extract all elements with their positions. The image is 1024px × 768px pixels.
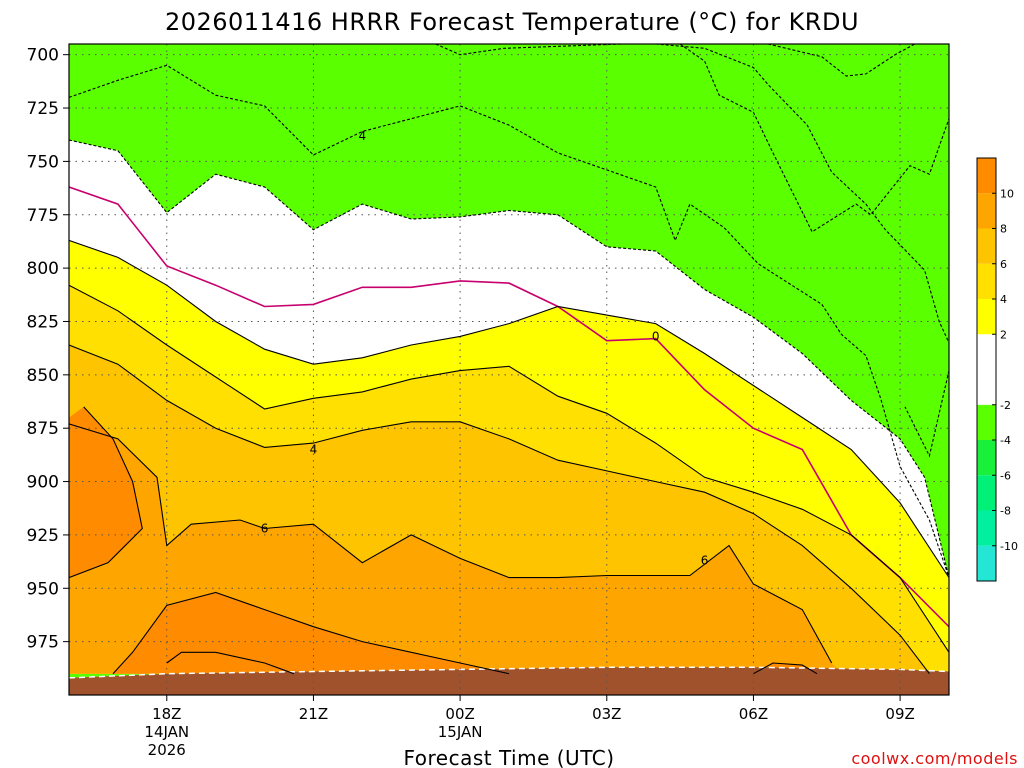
grid-lines [69, 44, 949, 695]
ground-layer [68, 666, 950, 695]
colorbar-label--8: -8 [1000, 505, 1011, 518]
x-tick-sublabel2-18Z: 2026 [148, 741, 186, 759]
colorbar-label-8: 8 [1000, 223, 1007, 236]
colorbar-swatch--10 [977, 510, 996, 546]
y-tick-label-750: 750 [27, 152, 59, 172]
contour-label-0: 4 [359, 129, 367, 143]
y-tick-label-725: 725 [27, 99, 59, 119]
temperature-colorbar: 10 8 6 4 2 -2 -4 -6 -8 -10 [976, 157, 1018, 582]
contour-label-4: 6 [701, 554, 709, 568]
isotherm-8 [69, 423, 833, 664]
source-credit: coolwx.com/models [851, 749, 1018, 768]
y-tick-label-950: 950 [27, 579, 59, 599]
colorbar-label--6: -6 [1000, 469, 1011, 482]
x-tick-sublabel-00Z: 15JAN [438, 723, 483, 741]
region-10b [113, 592, 509, 674]
colorbar-label--4: -4 [1000, 434, 1011, 447]
colorbar-swatch-4 [977, 263, 996, 299]
x-tick-label-00Z: 00Z [445, 705, 474, 723]
colorbar-swatch--4 [977, 404, 996, 440]
isotherm-10b [112, 591, 510, 675]
y-tick-label-700: 700 [27, 46, 59, 66]
x-tick-label-03Z: 03Z [592, 705, 621, 723]
y-tick-label-900: 900 [27, 473, 59, 493]
y-tick-label-850: 850 [27, 366, 59, 386]
contour-label-2: 4 [310, 443, 318, 457]
isotherm-10 [69, 406, 143, 579]
colorbar-swatch-6 [977, 228, 996, 264]
pressure-axis: 700 725 750 775 800 825 850 875 900 925 950 975 [27, 46, 69, 653]
isotherm--6b [904, 370, 949, 458]
colorbar-frame [976, 157, 997, 582]
x-tick-label-06Z: 06Z [739, 705, 768, 723]
colorbar-swatch--6 [977, 440, 996, 476]
isotherm-12b [753, 662, 818, 675]
isotherm-6 [69, 344, 930, 675]
x-tick-label-21Z: 21Z [299, 705, 328, 723]
isotherm-4 [69, 284, 949, 653]
colorbar-label-10: 10 [1000, 187, 1014, 200]
colorbar-swatch--2 [977, 334, 996, 405]
x-axis-label: Forecast Time (UTC) [403, 746, 614, 768]
isotherm--4 [69, 64, 949, 578]
colorbar-label-6: 6 [1000, 258, 1007, 271]
contour-label-1: 0 [652, 329, 660, 343]
y-tick-label-925: 925 [27, 526, 59, 546]
colorbar-swatch-2 [977, 299, 996, 335]
y-tick-label-825: 825 [27, 312, 59, 332]
isotherm--2 [69, 139, 949, 578]
ground-fill [69, 667, 949, 695]
colorbar-swatch--8 [977, 475, 996, 511]
x-tick-label-09Z: 09Z [885, 705, 914, 723]
contour-labels: 4 0 4 6 6 [261, 129, 709, 568]
colorbar-swatch--12 [977, 545, 996, 581]
temperature-fill-regions [69, 44, 949, 695]
y-tick-label-975: 975 [27, 633, 59, 653]
isotherm--10 [767, 44, 916, 77]
colorbar-swatch-8 [977, 193, 996, 229]
isotherm-2 [69, 239, 949, 578]
region-10 [69, 406, 143, 578]
y-tick-label-800: 800 [27, 259, 59, 279]
isotherm--8b [655, 44, 949, 344]
plot-area: 4 0 4 6 6 [68, 43, 950, 696]
isotherm-12 [166, 651, 295, 675]
colorbar-label-2: 2 [1000, 328, 1007, 341]
y-tick-label-775: 775 [27, 206, 59, 226]
region--4 [69, 44, 949, 578]
x-tick-label-18Z: 18Z [152, 705, 181, 723]
plot-frame [68, 43, 950, 696]
colorbar-label--2: -2 [1000, 399, 1011, 412]
y-tick-label-875: 875 [27, 419, 59, 439]
colorbar-swatch-10 [977, 158, 996, 194]
ground-surface-line [68, 666, 950, 679]
chart-title: 2026011416 HRRR Forecast Temperature (°C… [165, 8, 859, 36]
isotherm-lines [69, 44, 949, 675]
colorbar-label-4: 4 [1000, 293, 1007, 306]
x-tick-sublabel-18Z: 14JAN [144, 723, 189, 741]
contour-label-3: 6 [261, 522, 269, 536]
colorbar-label--10: -10 [1000, 540, 1018, 553]
